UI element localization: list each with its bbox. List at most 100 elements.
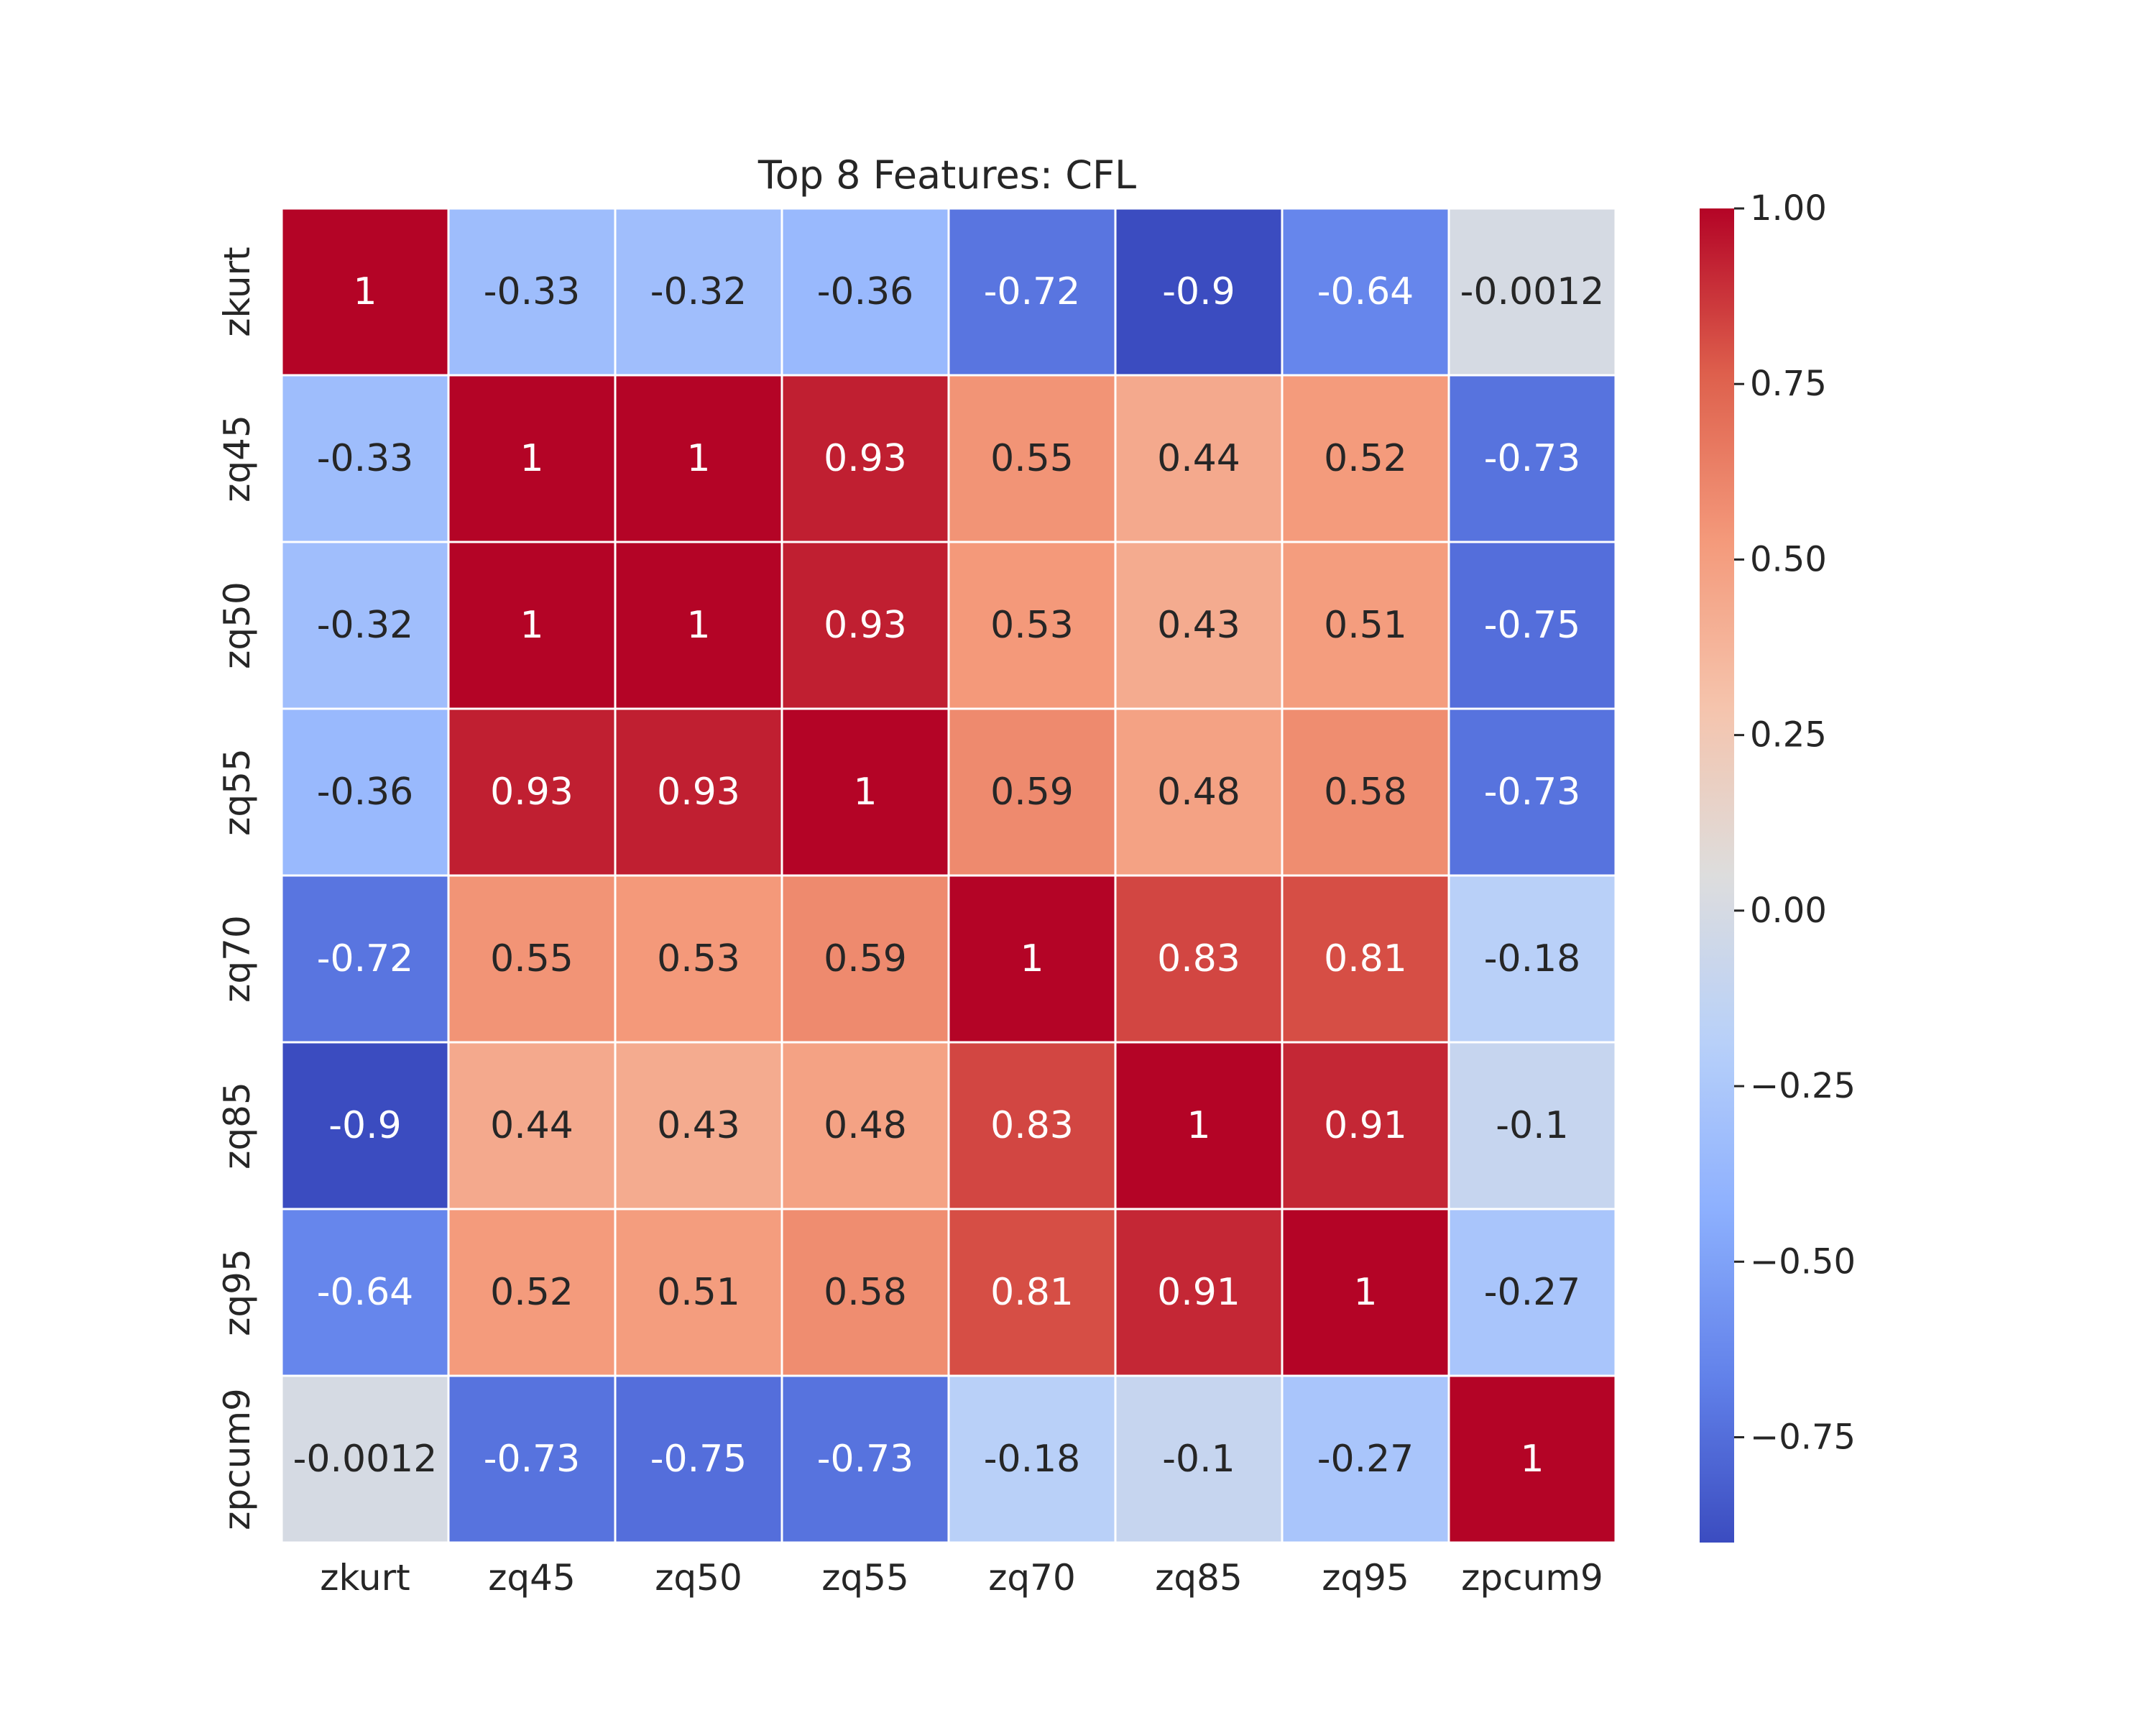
heatmap-cell-zpcum9-zq70 [947,1374,1117,1544]
heatmap-cell-label: -0.73 [1484,771,1581,814]
heatmap-cell-zq85-zq85 [1114,1041,1284,1210]
heatmap-cell-label: -0.75 [1484,604,1581,647]
y-tick-label-zq50: zq50 [216,582,258,669]
heatmap-cell-label: 1 [1353,1271,1377,1314]
heatmap-cell-label: 0.59 [824,937,907,980]
colorbar: 1.00 0.75 0.50 0.25 0.00 −0.25 −0.50 −0.75 [1700,188,1856,1543]
heatmap-cell-zq70-zpcum9 [1447,874,1617,1044]
y-tick-label-zq95: zq95 [216,1249,258,1336]
colorbar-tick-label: −0.75 [1750,1417,1856,1457]
x-tick-label-zq55: zq55 [821,1557,909,1599]
heatmap-cell-label: 0.83 [1157,937,1240,980]
heatmap-cell-label: 0.93 [490,771,573,814]
heatmap-cell-zq45-zq85 [1114,374,1284,543]
heatmap-cell-zq95-zq95 [1281,1208,1450,1377]
heatmap-cell-zpcum9-zq55 [780,1374,950,1544]
heatmap-cell-zq50-zq45 [447,541,617,710]
heatmap-cell-label: 0.83 [990,1104,1074,1147]
colorbar-tick-label: 1.00 [1750,188,1827,229]
heatmap-cell-label: 0.51 [1324,604,1407,647]
heatmap-cell-label: -0.9 [328,1104,401,1147]
heatmap-cell-zq70-zq55 [780,874,950,1044]
x-tick-label-zq45: zq45 [488,1557,576,1599]
heatmap-cell-zq45-zq45 [447,374,617,543]
heatmap-cell-label: -0.72 [984,270,1081,313]
heatmap-cell-label: 0.51 [657,1271,740,1314]
heatmap-cell-zkurt-zq50 [614,207,783,377]
heatmap-cell-zq50-zq95 [1281,541,1450,710]
heatmap-cell-zq55-zkurt [280,707,450,877]
heatmap-cell-zkurt-zkurt [280,207,450,377]
heatmap-cell-label: 0.55 [490,937,573,980]
heatmap-cell-label: -0.33 [317,437,414,480]
heatmap-cell-zq70-zq95 [1281,874,1450,1044]
heatmap-cell-label: 1 [853,771,877,814]
heatmap-cell-label: 0.53 [657,937,740,980]
heatmap-cell-label: -0.18 [984,1438,1081,1481]
heatmap-cell-zpcum9-zpcum9 [1447,1374,1617,1544]
heatmap-cell-label: -0.64 [317,1271,414,1314]
heatmap-cell-label: -0.32 [317,604,414,647]
heatmap-cell-label: -0.73 [1484,437,1581,480]
heatmap-cell-zq85-zq50 [614,1041,783,1210]
y-axis-tick-labels: zkurt zq45 zq50 zq55 zq70 zq85 zq95 zpcum9 [216,247,258,1530]
heatmap-cell-zq45-zq55 [780,374,950,543]
heatmap-cell-label: -0.36 [817,270,914,313]
colorbar-tick-label: 0.75 [1750,364,1827,404]
heatmap-cell-label: 0.93 [657,771,740,814]
heatmap-cell-label: -0.1 [1496,1104,1568,1147]
heatmap-cell-label: 1 [520,437,543,480]
heatmap-cell-zq55-zq70 [947,707,1117,877]
heatmap-cell-labels: 1 -0.33 -0.32 -0.36 -0.72 -0.9 -0.64 -0.0012 -0.… [293,270,1605,1481]
heatmap-cell-label: 0.53 [990,604,1074,647]
colorbar-tick-label: 0.00 [1750,891,1827,931]
heatmap-cell-zpcum9-zkurt [280,1374,450,1544]
heatmap-cell-label: 1 [353,270,377,313]
x-tick-label-zpcum9: zpcum9 [1461,1557,1603,1599]
heatmap-cell-label: 1 [1187,1104,1210,1147]
heatmap-cell-zq70-zq50 [614,874,783,1044]
heatmap-cell-label: 1 [686,437,710,480]
heatmap-cell-label: 0.55 [990,437,1074,480]
heatmap-cell-zq50-zq70 [947,541,1117,710]
heatmap-cell-zpcum9-zq85 [1114,1374,1284,1544]
heatmap-cell-zq95-zkurt [280,1208,450,1377]
heatmap-cell-label: 0.59 [990,771,1074,814]
heatmap-cell-zq85-zq70 [947,1041,1117,1210]
heatmap-cell-zq70-zq85 [1114,874,1284,1044]
heatmap-cell-zq85-zq95 [1281,1041,1450,1210]
heatmap-cell-label: -0.0012 [1460,270,1605,313]
x-axis-tick-labels: zkurt zq45 zq50 zq55 zq70 zq85 zq95 zpcum9 [320,1557,1603,1599]
heatmap-cell-label: 0.58 [824,1271,907,1314]
heatmap-cell-label: 0.91 [1324,1104,1407,1147]
colorbar-tick-label: −0.50 [1750,1241,1856,1282]
heatmap-cell-label: -0.0012 [293,1438,438,1481]
heatmap-cell-label: 0.52 [490,1271,573,1314]
heatmap-cell-zq95-zq50 [614,1208,783,1377]
heatmap-cell-label: -0.1 [1162,1438,1235,1481]
heatmap-cell-label: 0.43 [1157,604,1240,647]
heatmap-cell-zq45-zq70 [947,374,1117,543]
heatmap-cell-label: 0.44 [490,1104,573,1147]
heatmap-cell-label: 1 [520,604,543,647]
heatmap-cell-label: 0.43 [657,1104,740,1147]
heatmap-cells [280,207,1617,1544]
heatmap-cell-label: -0.32 [650,270,747,313]
heatmap-cell-label: -0.27 [1317,1438,1414,1481]
heatmap-cell-label: 0.48 [824,1104,907,1147]
heatmap-cell-label: 0.93 [824,604,907,647]
heatmap-cell-zq95-zq85 [1114,1208,1284,1377]
x-tick-label-zq85: zq85 [1155,1557,1243,1599]
heatmap-cell-label: 0.48 [1157,771,1240,814]
heatmap-cell-zq50-zq55 [780,541,950,710]
heatmap-cell-zq50-zpcum9 [1447,541,1617,710]
heatmap-cell-label: 1 [686,604,710,647]
heatmap-cell-label: -0.36 [317,771,414,814]
heatmap-cell-label: 0.58 [1324,771,1407,814]
x-tick-label-zkurt: zkurt [320,1557,410,1599]
heatmap-cell-zq85-zq45 [447,1041,617,1210]
x-tick-label-zq50: zq50 [655,1557,742,1599]
heatmap-cell-zq95-zpcum9 [1447,1208,1617,1377]
heatmap-cell-label: -0.72 [317,937,414,980]
heatmap-cell-zkurt-zq85 [1114,207,1284,377]
